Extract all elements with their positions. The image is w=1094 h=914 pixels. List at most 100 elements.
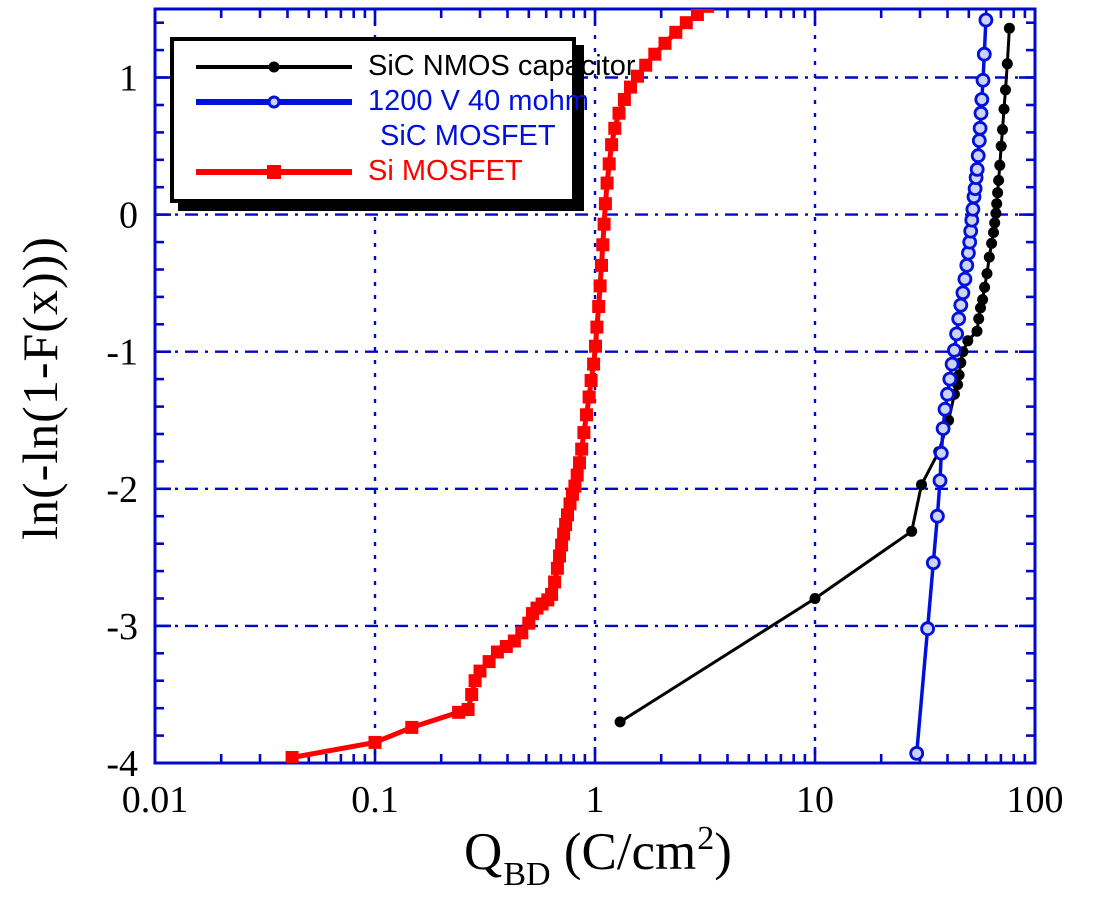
data-point-marker [969, 161, 985, 177]
data-point-marker [990, 207, 1002, 219]
legend-entry-sic-mosfet: 1200 V 40 mohm [174, 84, 589, 119]
data-point-marker [600, 176, 614, 190]
data-point-marker [977, 294, 989, 306]
data-point-marker [959, 257, 975, 273]
data-point-marker [598, 197, 612, 211]
data-point-marker [548, 575, 562, 589]
data-point-marker [916, 479, 927, 491]
data-point-marker [550, 561, 564, 575]
data-point-marker [955, 285, 971, 301]
data-point-marker [639, 58, 653, 72]
y-tick-label: -4 [106, 743, 138, 785]
y-axis-title: ln(-ln(1-F(x))) [12, 236, 68, 540]
data-point-marker [993, 174, 1005, 186]
data-point-marker [568, 479, 582, 493]
data-point-marker [658, 36, 672, 50]
data-point-marker [580, 408, 593, 422]
plot-frame [153, 7, 1037, 765]
data-point-marker [809, 593, 821, 604]
data-point-marker [577, 426, 591, 440]
data-point-marker [981, 268, 993, 280]
y-tick-label: 0 [119, 195, 138, 237]
data-point-marker [405, 720, 419, 734]
data-point-marker [545, 587, 559, 601]
x-tick-label: 1 [586, 779, 605, 821]
x-tick-label: 0.1 [351, 779, 399, 821]
data-point-marker [631, 69, 644, 83]
data-point-marker [612, 106, 626, 120]
data-point-marker [973, 313, 985, 325]
data-point-marker [590, 320, 604, 334]
data-point-marker [602, 157, 616, 171]
data-point-marker [951, 311, 967, 327]
data-point-marker [701, 9, 715, 13]
data-point-marker [962, 335, 974, 347]
data-point-marker [1003, 22, 1015, 34]
data-point-marker [933, 445, 949, 461]
data-point-marker [669, 25, 683, 39]
legend-entry-sic-mosfet-line2: SiC MOSFET [174, 119, 572, 154]
data-point-marker [624, 80, 637, 94]
series-1200-v-40-mohm-sic-mosfet [909, 12, 994, 761]
data-point-marker [975, 72, 991, 88]
data-point-marker [986, 237, 998, 249]
data-point-marker [920, 621, 935, 637]
data-point-marker [573, 456, 586, 470]
legend-entry-sic-nmos-capacitor: SiC NMOS capacitor [174, 49, 636, 84]
data-point-marker [988, 227, 999, 238]
data-point-marker [942, 371, 958, 387]
data-point-marker [679, 16, 693, 30]
legend-box: SiC NMOS capacitor 1200 V 40 mohm SiC MO… [170, 37, 636, 203]
data-point-marker [570, 468, 584, 482]
x-axis-title-unit: (C/cm [550, 823, 697, 881]
data-point-marker [608, 121, 622, 135]
data-point-marker [965, 201, 981, 217]
data-point-marker [974, 92, 990, 107]
data-point-marker [930, 508, 945, 524]
data-point-marker [587, 357, 601, 371]
x-tick-label: 0.01 [122, 779, 189, 821]
data-point-marker [648, 47, 662, 61]
x-axis-title-close: ) [714, 823, 732, 881]
legend-label: 1200 V 40 mohm [368, 85, 589, 117]
data-point-marker [690, 9, 704, 21]
y-tick-label: -2 [106, 469, 138, 511]
data-point-marker [971, 325, 983, 337]
data-point-marker [553, 549, 566, 563]
y-tick-label: -1 [106, 332, 138, 374]
data-point-marker [989, 217, 1001, 229]
data-point-marker [596, 238, 610, 252]
data-point-marker [1000, 84, 1011, 96]
legend-swatch-blue-line-circle-icon [196, 84, 352, 119]
legend-label: Si MOSFET [368, 155, 523, 187]
data-point-marker [597, 217, 611, 231]
data-point-marker [995, 140, 1007, 152]
data-point-marker [932, 473, 948, 489]
data-point-marker [976, 46, 992, 62]
legend-label: SiC MOSFET [380, 120, 556, 152]
legend-entry-si-mosfet: Si MOSFET [174, 154, 572, 189]
data-point-marker [949, 326, 964, 342]
data-point-marker [582, 390, 596, 404]
data-point-marker [972, 120, 988, 136]
data-point-marker [617, 93, 631, 106]
data-point-marker [555, 538, 569, 552]
data-point-marker [465, 688, 479, 701]
data-point-marker [991, 198, 1003, 210]
data-point-marker [957, 271, 973, 287]
legend-swatch-red-line-square-icon [196, 154, 352, 189]
x-tick-label: 100 [1007, 779, 1064, 821]
data-point-marker [1001, 58, 1013, 70]
legend-label: SiC NMOS capacitor [368, 50, 636, 82]
data-point-marker [592, 300, 606, 313]
x-axis-title-superscript: 2 [697, 820, 715, 857]
legend-swatch-black-line-circle-icon [196, 49, 352, 84]
data-point-marker [970, 148, 986, 164]
data-point-marker [983, 251, 995, 263]
data-point-marker [614, 716, 626, 728]
x-axis-title: QBD (C/cm2) [464, 820, 732, 893]
y-tick-label: 1 [119, 58, 138, 100]
